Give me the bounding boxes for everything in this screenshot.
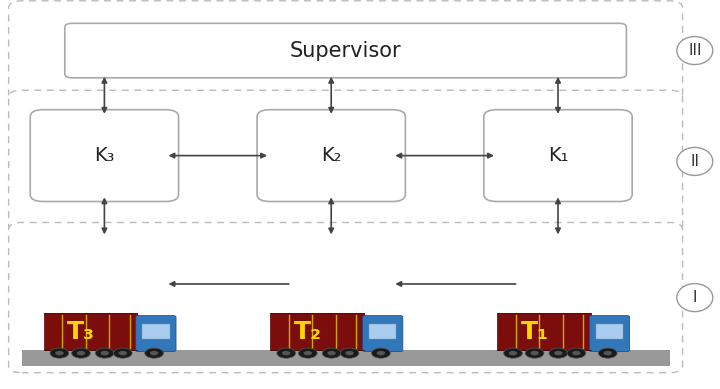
Text: Supervisor: Supervisor bbox=[289, 40, 402, 61]
Ellipse shape bbox=[677, 147, 713, 175]
Bar bbox=[498, 313, 590, 350]
Circle shape bbox=[55, 351, 63, 356]
Circle shape bbox=[549, 348, 568, 358]
FancyBboxPatch shape bbox=[65, 23, 626, 78]
Circle shape bbox=[95, 348, 114, 358]
Ellipse shape bbox=[677, 37, 713, 65]
Circle shape bbox=[77, 351, 85, 356]
FancyBboxPatch shape bbox=[30, 110, 179, 202]
Text: T₁: T₁ bbox=[521, 320, 549, 343]
Circle shape bbox=[572, 351, 580, 356]
Circle shape bbox=[323, 348, 341, 358]
Circle shape bbox=[50, 348, 68, 358]
Circle shape bbox=[377, 351, 385, 356]
Circle shape bbox=[328, 351, 336, 356]
Bar bbox=[43, 313, 137, 350]
Circle shape bbox=[504, 348, 523, 358]
Text: K₃: K₃ bbox=[94, 146, 114, 165]
FancyBboxPatch shape bbox=[363, 315, 403, 352]
Circle shape bbox=[119, 351, 127, 356]
Circle shape bbox=[150, 351, 158, 356]
FancyBboxPatch shape bbox=[135, 315, 176, 352]
Circle shape bbox=[299, 348, 318, 358]
Circle shape bbox=[603, 351, 612, 356]
Circle shape bbox=[304, 351, 312, 356]
Text: II: II bbox=[690, 154, 699, 169]
Text: T₃: T₃ bbox=[67, 320, 95, 343]
Circle shape bbox=[340, 348, 359, 358]
Bar bbox=[22, 350, 670, 366]
FancyBboxPatch shape bbox=[9, 1, 683, 100]
Circle shape bbox=[554, 351, 562, 356]
Bar bbox=[596, 324, 623, 338]
Text: K₂: K₂ bbox=[321, 146, 341, 165]
Circle shape bbox=[531, 351, 539, 356]
Circle shape bbox=[509, 351, 517, 356]
Circle shape bbox=[346, 351, 354, 356]
Circle shape bbox=[282, 351, 290, 356]
FancyBboxPatch shape bbox=[9, 223, 683, 373]
Circle shape bbox=[145, 348, 163, 358]
FancyBboxPatch shape bbox=[484, 110, 632, 202]
Text: T₂: T₂ bbox=[294, 320, 322, 343]
Circle shape bbox=[567, 348, 586, 358]
Circle shape bbox=[101, 351, 109, 356]
Circle shape bbox=[276, 348, 296, 358]
Bar bbox=[271, 313, 364, 350]
Circle shape bbox=[598, 348, 617, 358]
Circle shape bbox=[113, 348, 132, 358]
FancyBboxPatch shape bbox=[9, 90, 683, 233]
Bar bbox=[369, 324, 397, 338]
Text: I: I bbox=[693, 290, 697, 305]
Circle shape bbox=[526, 348, 544, 358]
Ellipse shape bbox=[677, 284, 713, 312]
FancyBboxPatch shape bbox=[257, 110, 405, 202]
Circle shape bbox=[71, 348, 91, 358]
Circle shape bbox=[372, 348, 390, 358]
FancyBboxPatch shape bbox=[590, 315, 629, 352]
Text: III: III bbox=[688, 43, 701, 58]
Text: K₁: K₁ bbox=[548, 146, 568, 165]
Bar bbox=[143, 324, 170, 338]
